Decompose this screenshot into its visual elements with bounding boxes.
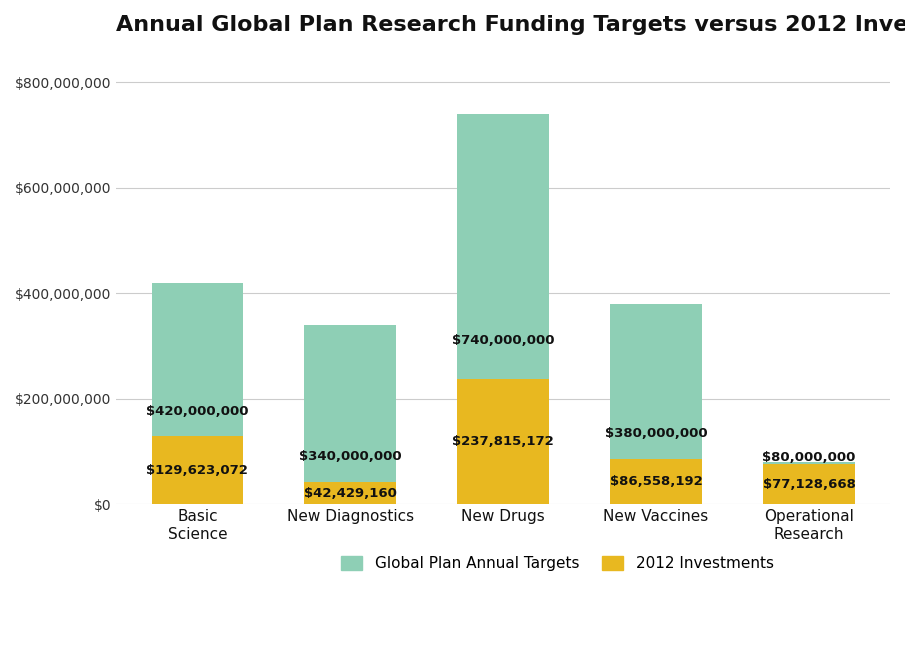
Bar	[610, 304, 702, 458]
Text: $42,429,160: $42,429,160	[304, 487, 396, 500]
Text: $77,128,668: $77,128,668	[763, 477, 855, 491]
Text: $420,000,000: $420,000,000	[146, 405, 249, 418]
Bar	[763, 464, 855, 504]
Bar	[151, 436, 243, 504]
Bar	[763, 462, 855, 464]
Text: $740,000,000: $740,000,000	[452, 334, 555, 347]
Bar	[304, 482, 396, 504]
Text: $237,815,172: $237,815,172	[452, 435, 554, 448]
Text: $380,000,000: $380,000,000	[605, 427, 708, 440]
Bar	[151, 283, 243, 436]
Bar	[304, 325, 396, 482]
Legend: Global Plan Annual Targets, 2012 Investments: Global Plan Annual Targets, 2012 Investm…	[335, 550, 780, 578]
Text: $86,558,192: $86,558,192	[610, 475, 702, 488]
Bar	[610, 458, 702, 504]
Bar	[457, 379, 549, 504]
Text: $129,623,072: $129,623,072	[147, 464, 248, 477]
Bar	[457, 114, 549, 379]
Text: Annual Global Plan Research Funding Targets versus 2012 Investments: Annual Global Plan Research Funding Targ…	[117, 15, 905, 35]
Text: $80,000,000: $80,000,000	[762, 451, 855, 464]
Text: $340,000,000: $340,000,000	[299, 450, 402, 463]
